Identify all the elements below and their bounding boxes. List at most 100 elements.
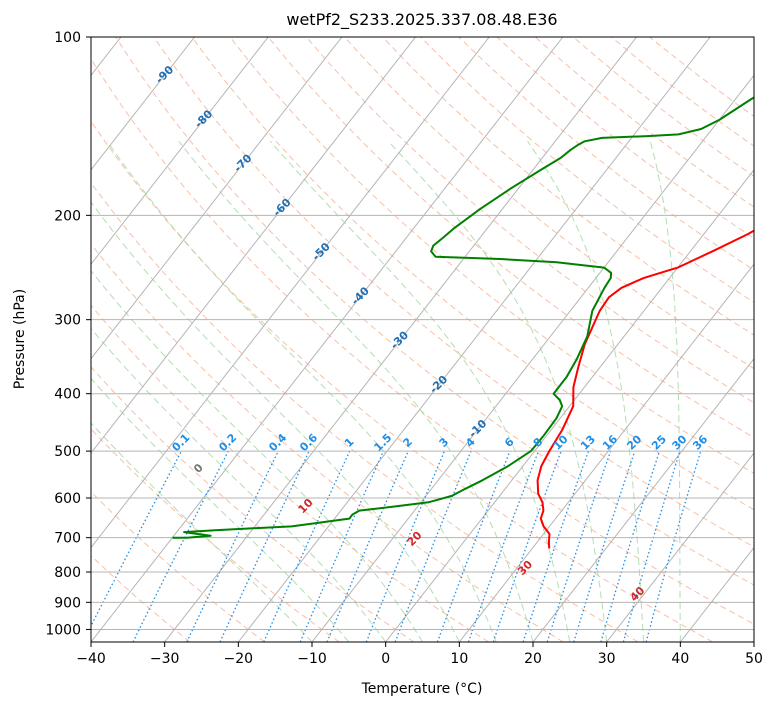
isotherm [237,37,711,642]
isotherm-label: -80 [192,107,215,130]
mixing-ratio-label: 3 [437,435,452,450]
dry-adiabat [91,428,340,642]
y-tick-label: 700 [54,531,81,547]
isotherm-label: -20 [427,373,450,396]
mixing-ratio-line [600,450,661,642]
theta-label: 40 [627,584,647,604]
dry-adiabat [91,243,564,642]
mixing-ratio-line [326,450,409,642]
isotherm [91,37,416,454]
mixing-ratio-line [263,450,351,642]
x-tick-label: −10 [297,651,327,667]
moist-adiabat [91,201,460,642]
isotherm-label: -30 [388,328,411,351]
mixing-ratio-label: 2 [400,435,415,450]
mixing-ratio-label: 13 [578,433,598,453]
moist-adiabat [527,141,644,642]
plot-frame [90,36,755,643]
mixing-ratio-label: 1 [342,435,357,450]
mixing-ratio-line [522,450,590,642]
pressure-gridlines [91,37,754,630]
x-tick-label: 50 [745,651,763,667]
theta-label: 30 [515,558,535,578]
background-lines [91,37,754,642]
x-tick-label: −40 [76,651,106,667]
mixing-ratio-label: 30 [670,432,690,452]
theta-label: 0 [191,461,206,476]
mixing-ratio-label: 10 [551,432,571,452]
dry-adiabat [91,304,489,642]
mixing-ratio-label: 16 [600,432,620,452]
isotherm-label: -70 [231,151,254,174]
dry-adiabat [420,37,754,303]
chart-title: wetPf2_S233.2025.337.08.48.E36 [286,10,557,30]
x-tick-label: 30 [598,651,616,667]
y-tick-label: 500 [54,444,81,460]
mixing-ratio-label: 36 [690,432,710,452]
y-tick-label: 100 [54,30,81,46]
mixing-ratio-line [436,450,511,642]
y-tick-label: 200 [54,208,81,224]
theta-label: 20 [405,529,425,549]
dry-adiabat [496,37,754,239]
mixing-ratio-label: 25 [649,433,669,453]
isotherm-label: -90 [153,63,176,86]
isotherm [606,452,754,642]
dry-adiabat [191,37,754,511]
x-tick-label: 40 [671,651,689,667]
mixing-ratio-line [132,450,229,642]
dry-adiabat [115,37,754,586]
mixing-ratio-label: 20 [624,432,644,452]
mixing-ratio-line [299,450,385,642]
axis-ticks: −40 −30 −20 −10 0 10 20 30 40 5010009008007006005… [45,30,763,667]
moist-adiabat [178,140,534,642]
isotherm [91,37,343,360]
dry-adiabat [153,37,754,548]
isotherm-label: -50 [310,240,333,263]
isotherm [164,37,637,642]
theta-label: 10 [296,496,316,516]
temperature-line [536,229,754,549]
isotherm [753,641,754,642]
profile-lines [172,96,754,549]
mixing-ratio-line [91,450,182,628]
isotherm-label: -40 [349,284,372,307]
dry-adiabat [229,37,754,474]
isotherm [311,74,754,642]
dry-adiabat [91,120,713,642]
x-tick-label: 0 [381,651,390,667]
dry-adiabat [91,554,191,642]
dry-adiabat [91,58,754,625]
dry-adiabat [91,491,265,642]
isotherm [91,37,490,549]
y-tick-label: 800 [54,565,81,581]
x-tick-label: 10 [450,651,468,667]
isotherm [458,263,754,642]
y-tick-label: 900 [54,595,81,611]
mixing-ratio-line [546,450,612,642]
isotherm [91,37,195,171]
x-tick-label: 20 [524,651,542,667]
isotherm [532,357,754,642]
mixing-ratio-line [394,450,472,642]
mixing-ratio-line [467,450,540,642]
x-tick-label: −20 [224,651,254,667]
dry-adiabat [382,37,754,336]
dewpoint-line [172,96,754,539]
moist-adiabat [91,422,313,642]
x-axis-label: Temperature (°C) [361,681,483,697]
mixing-ratio-line [645,450,702,642]
y-tick-label: 300 [54,313,81,329]
mixing-ratio-line [573,450,636,642]
mixing-ratio-line [219,450,310,642]
isotherm [91,37,269,266]
isotherm [385,168,754,642]
x-tick-label: −30 [150,651,180,667]
y-tick-label: 600 [54,491,81,507]
isotherm [91,37,564,642]
mixing-ratio-line [622,450,681,642]
mixing-ratio-line [365,450,446,642]
y-axis-label: Pressure (hPa) [12,289,28,389]
